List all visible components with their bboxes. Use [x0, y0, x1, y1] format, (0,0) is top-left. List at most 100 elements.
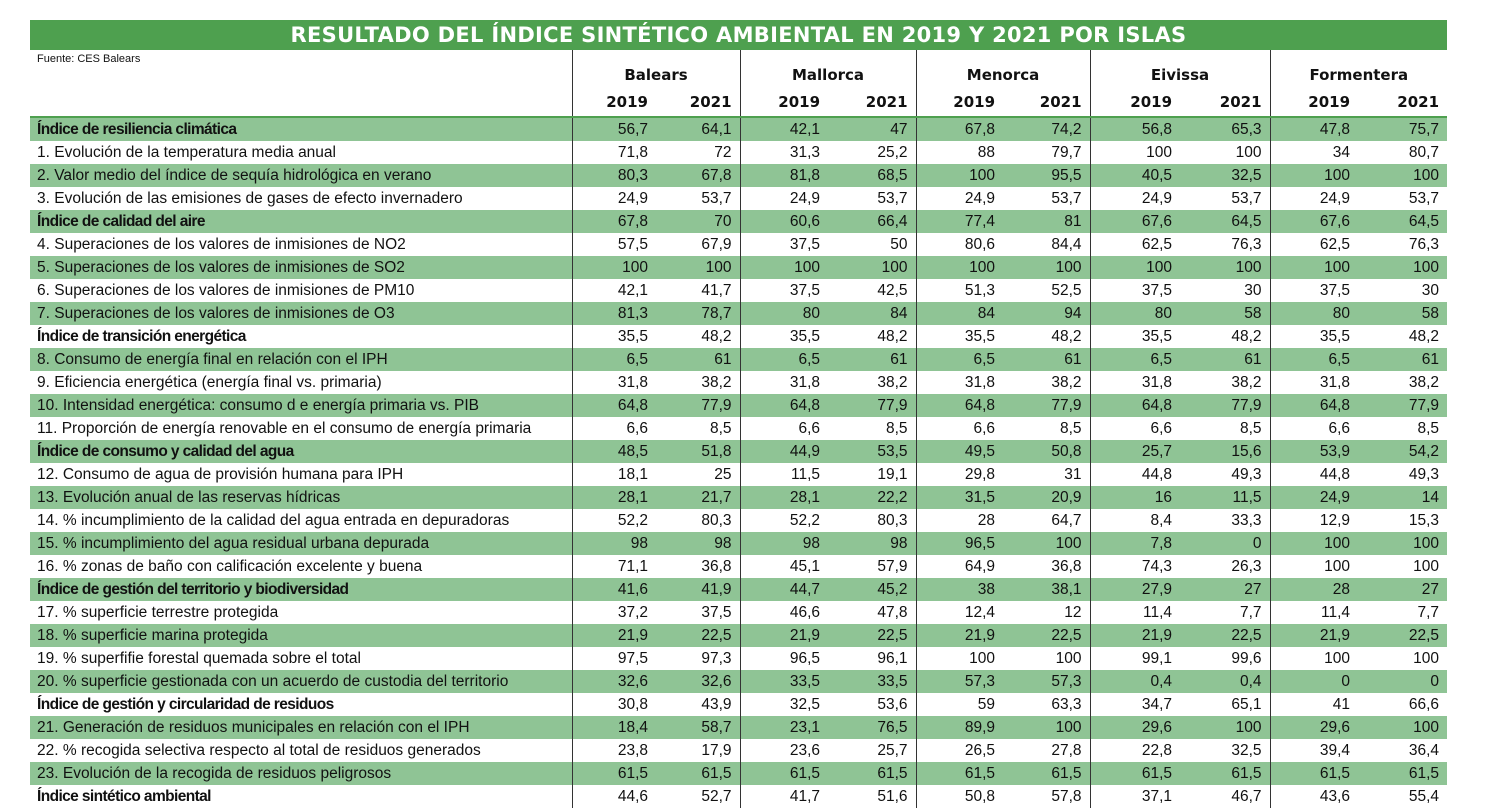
- value-cell: 31,8: [739, 371, 829, 394]
- value-cell: 77,9: [1180, 394, 1271, 417]
- value-cell: 21,9: [1269, 624, 1359, 647]
- value-cell: 61,5: [1180, 762, 1271, 785]
- indicator-row: 1. Evolución de la temperatura media anu…: [30, 141, 1448, 164]
- index-label: Índice de transición energética: [30, 325, 572, 348]
- value-cell: 42,5: [828, 279, 917, 302]
- column-header-balears: Balears: [571, 50, 741, 87]
- value-cell: 80,7: [1358, 141, 1448, 164]
- value-cell: 95,5: [1003, 164, 1091, 187]
- value-cell: 20,9: [1003, 486, 1091, 509]
- value-cell: 64,5: [1358, 210, 1448, 233]
- value-cell: 58,7: [656, 716, 741, 739]
- value-cell: 100: [1269, 164, 1359, 187]
- value-cell: 8,4: [1089, 509, 1181, 532]
- value-cell: 67,9: [656, 233, 741, 256]
- value-cell: 34,7: [1089, 693, 1181, 716]
- indicator-row: 22. % recogida selectiva respecto al tot…: [30, 739, 1448, 762]
- value-cell: 61,5: [915, 762, 1004, 785]
- value-cell: 27: [1358, 578, 1448, 601]
- value-cell: 61: [828, 348, 917, 371]
- value-cell: 54,2: [1358, 440, 1448, 463]
- value-cell: 6,5: [571, 348, 656, 371]
- year-header: 2021: [865, 92, 908, 111]
- indicator-label: 10. Intensidad energética: consumo d e e…: [30, 394, 572, 417]
- value-cell: 22,5: [1180, 624, 1271, 647]
- value-cell: 89,9: [915, 716, 1004, 739]
- indicator-row: 4. Superaciones de los valores de inmisi…: [30, 233, 1448, 256]
- value-cell: 50,8: [915, 785, 1004, 808]
- value-cell: 61: [656, 348, 741, 371]
- value-cell: 23,8: [571, 739, 656, 762]
- value-cell: 100: [1269, 555, 1359, 578]
- indicator-row: 19. % superfifie forestal quemada sobre …: [30, 647, 1448, 670]
- value-cell: 16: [1089, 486, 1181, 509]
- indicator-label: 5. Superaciones de los valores de inmisi…: [30, 256, 572, 279]
- indicator-row: 9. Eficiencia energética (energía final …: [30, 371, 1448, 394]
- value-cell: 57,9: [828, 555, 917, 578]
- indicator-row: 6. Superaciones de los valores de inmisi…: [30, 279, 1448, 302]
- value-cell: 32,5: [1180, 164, 1271, 187]
- value-cell: 41,9: [656, 578, 741, 601]
- value-cell: 96,5: [915, 532, 1004, 555]
- indicator-label: 6. Superaciones de los valores de inmisi…: [30, 279, 572, 302]
- value-cell: 61: [1003, 348, 1091, 371]
- table-title: RESULTADO DEL ÍNDICE SINTÉTICO AMBIENTAL…: [30, 20, 1447, 50]
- value-cell: 62,5: [1089, 233, 1181, 256]
- source-note: Fuente: CES Balears: [37, 53, 141, 65]
- value-cell: 21,9: [1089, 624, 1181, 647]
- index-row: Índice de consumo y calidad del agua 48,5…: [30, 440, 1448, 463]
- value-cell: 52,7: [656, 785, 741, 808]
- value-cell: 32,5: [739, 693, 829, 716]
- value-cell: 24,9: [1089, 187, 1181, 210]
- value-cell: 22,5: [828, 624, 917, 647]
- value-cell: 6,6: [739, 417, 829, 440]
- value-cell: 47,8: [828, 601, 917, 624]
- value-cell: 45,1: [739, 555, 829, 578]
- indicator-row: 3. Evolución de las emisiones de gases d…: [30, 187, 1448, 210]
- value-cell: 33,5: [739, 670, 829, 693]
- value-cell: 64,9: [915, 555, 1004, 578]
- indicator-label: 14. % incumplimiento de la calidad del a…: [30, 509, 572, 532]
- value-cell: 77,9: [1358, 394, 1448, 417]
- value-cell: 29,8: [915, 463, 1004, 486]
- indicator-label: 9. Eficiencia energética (energía final …: [30, 371, 572, 394]
- value-cell: 19,1: [828, 463, 917, 486]
- value-cell: 97,5: [571, 647, 656, 670]
- value-cell: 80,6: [915, 233, 1004, 256]
- value-cell: 100: [1089, 256, 1181, 279]
- value-cell: 31,5: [915, 486, 1004, 509]
- value-cell: 100: [1358, 555, 1448, 578]
- value-cell: 37,1: [1089, 785, 1181, 808]
- value-cell: 61: [1180, 348, 1271, 371]
- value-cell: 25: [656, 463, 741, 486]
- value-cell: 81,3: [571, 302, 656, 325]
- value-cell: 24,9: [1269, 187, 1359, 210]
- value-cell: 8,5: [656, 417, 741, 440]
- value-cell: 53,7: [1358, 187, 1448, 210]
- year-header: 2021: [1397, 92, 1440, 111]
- value-cell: 25,2: [828, 141, 917, 164]
- value-cell: 12,9: [1269, 509, 1359, 532]
- value-cell: 44,8: [1269, 463, 1359, 486]
- index-row: Índice de resiliencia climática 56,7 64,1 4…: [30, 117, 1448, 141]
- value-cell: 80: [1089, 302, 1181, 325]
- value-cell: 80,3: [828, 509, 917, 532]
- value-cell: 6,5: [739, 348, 829, 371]
- value-cell: 77,9: [828, 394, 917, 417]
- value-cell: 11,4: [1269, 601, 1359, 624]
- value-cell: 77,9: [1003, 394, 1091, 417]
- value-cell: 53,7: [1180, 187, 1271, 210]
- value-cell: 100: [1003, 716, 1091, 739]
- value-cell: 27,8: [1003, 739, 1091, 762]
- value-cell: 48,2: [656, 325, 741, 348]
- value-cell: 63,3: [1003, 693, 1091, 716]
- value-cell: 100: [915, 647, 1004, 670]
- value-cell: 6,5: [915, 348, 1004, 371]
- value-cell: 96,5: [739, 647, 829, 670]
- value-cell: 8,5: [1180, 417, 1271, 440]
- value-cell: 31,8: [1269, 371, 1359, 394]
- value-cell: 30: [1358, 279, 1448, 302]
- indicator-row: 15. % incumplimiento del agua residual u…: [30, 532, 1448, 555]
- value-cell: 84,4: [1003, 233, 1091, 256]
- value-cell: 0: [1269, 670, 1359, 693]
